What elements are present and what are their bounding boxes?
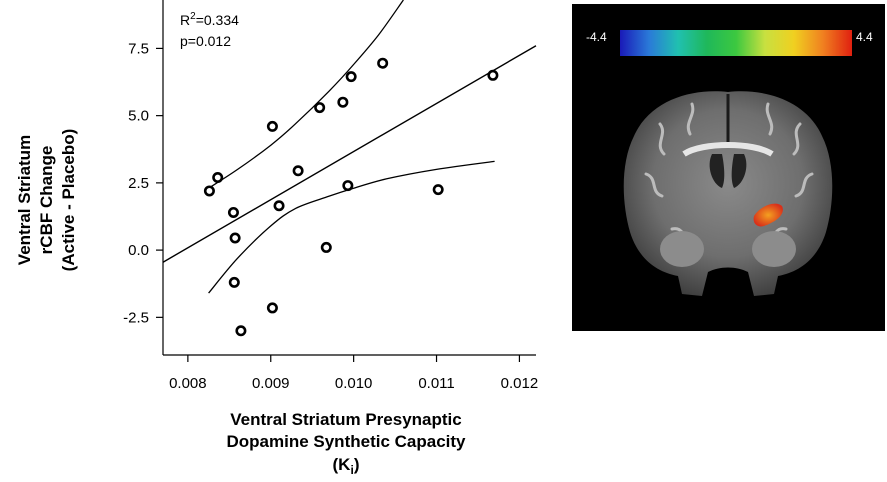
x-axis-title-line-2: Dopamine Synthetic Capacity <box>226 432 466 451</box>
data-point-1 <box>212 172 224 184</box>
ci-upper-curve <box>208 0 404 189</box>
colorbar-max-label: 4.4 <box>856 30 873 44</box>
y-tick-label-2: 2.5 <box>128 175 149 192</box>
temporal-lobe-right <box>752 231 796 267</box>
x-tick-label-0: 0.008 <box>169 375 207 392</box>
x-tick-label-2: 0.010 <box>335 375 373 392</box>
colorbar-min-label: -4.4 <box>586 30 607 44</box>
y-tick-label-4: 7.5 <box>128 40 149 57</box>
data-point-7 <box>266 302 278 314</box>
data-point-13 <box>342 180 354 192</box>
y-tick-label-1: 0.0 <box>128 242 149 259</box>
data-point-14 <box>345 71 357 83</box>
p-value-annotation: p=0.012 <box>180 33 231 49</box>
y-axis-title: Ventral Striatum rCBF Change (Active - P… <box>15 129 78 272</box>
r-squared-annotation: R2=0.334 <box>180 11 239 28</box>
ventricles <box>709 154 747 188</box>
data-point-15 <box>377 57 389 69</box>
confidence-bands <box>208 0 495 294</box>
data-point-8 <box>273 200 285 212</box>
x-axis-title: Ventral Striatum Presynaptic Dopamine Sy… <box>226 410 466 477</box>
data-points <box>203 57 499 337</box>
y-tick-labels: -2.5 0.0 2.5 5.0 7.5 <box>123 40 149 326</box>
data-point-12 <box>337 96 349 108</box>
y-tick-label-3: 5.0 <box>128 108 149 125</box>
x-tick-label-1: 0.009 <box>252 375 290 392</box>
ci-lower-curve <box>208 160 495 294</box>
data-point-10 <box>314 102 326 114</box>
activation-blob <box>753 203 783 227</box>
data-point-11 <box>320 241 332 253</box>
x-tick-label-3: 0.011 <box>418 375 454 392</box>
data-point-16 <box>432 184 444 196</box>
brain-image-panel: -4.4 4.4 <box>572 4 885 331</box>
regression-line <box>162 45 537 263</box>
x-axis-title-line-3: (Ki) <box>333 455 360 477</box>
data-point-2 <box>227 206 239 218</box>
x-tick-label-4: 0.012 <box>501 375 539 392</box>
corpus-callosum <box>682 142 774 157</box>
regression-line-group <box>162 45 537 263</box>
plot-axes <box>156 0 536 362</box>
data-point-0 <box>203 185 215 197</box>
data-point-5 <box>235 325 247 337</box>
data-point-17 <box>487 69 499 81</box>
x-tick-labels: 0.008 0.009 0.010 0.011 0.012 <box>169 375 538 392</box>
y-axis-title-line-2: rCBF Change <box>37 146 56 255</box>
data-point-9 <box>292 165 304 177</box>
y-axis-title-line-3: (Active - Placebo) <box>59 129 78 272</box>
temporal-lobe-left <box>660 231 704 267</box>
brain-coronal-slice: -4.4 4.4 <box>586 30 873 296</box>
x-axis-title-line-1: Ventral Striatum Presynaptic <box>230 410 461 429</box>
y-tick-label-0: -2.5 <box>123 309 149 326</box>
data-point-4 <box>228 276 240 288</box>
colorbar <box>620 30 852 56</box>
data-point-6 <box>266 120 278 132</box>
y-axis-title-line-1: Ventral Striatum <box>15 135 34 265</box>
data-point-3 <box>229 232 241 244</box>
